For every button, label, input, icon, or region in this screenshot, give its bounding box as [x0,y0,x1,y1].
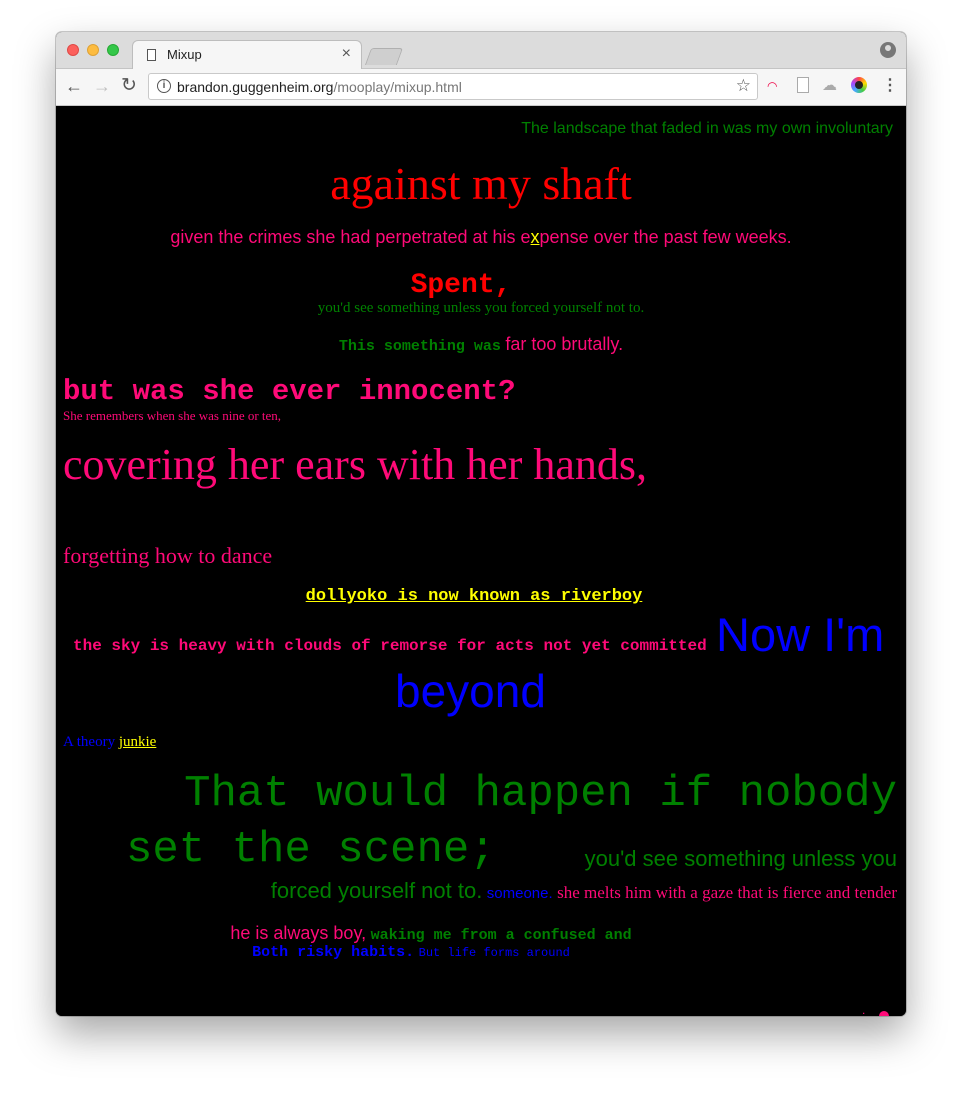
back-button[interactable]: ← [65,76,83,96]
text-risky-habits: Both risky habits. [252,944,415,961]
text-the-sky: the sky is heavy with clouds of remorse … [73,637,707,655]
rainbow-extension-icon[interactable]: ◠ [767,79,778,93]
drive-extension-icon[interactable]: ☁ [822,77,837,94]
link-dollyoko[interactable]: dollyoko is now known as riverboy [305,587,643,606]
url-host: brandon.guggenheim.org [177,79,334,95]
text-waking-me: waking me from a confused and [370,927,632,944]
pink-dot [879,1011,889,1016]
color-wheel-extension-icon[interactable] [851,77,867,93]
text-forced-yourself: forced yourself not to. [270,878,483,903]
browser-window: Mixup × ← → ↻ i brandon.guggenheim.org/m… [56,32,906,1016]
text-now-im: Now I'm [716,608,885,661]
url-text[interactable]: brandon.guggenheim.org/mooplay/mixup.htm… [177,79,462,95]
address-bar[interactable]: i brandon.guggenheim.org/mooplay/mixup.h… [148,73,758,100]
text-youd-see: you'd see something unless you forced yo… [317,300,645,316]
link-x[interactable]: x [530,227,540,247]
text-she-melts: she melts him with a gaze that is fierce… [557,883,897,902]
info-icon[interactable]: i [157,79,171,93]
text-crimes: given the crimes she had perpetrated at … [56,228,906,246]
text-period: . [862,1003,866,1016]
text-beyond: beyond [395,665,546,717]
tab-strip: Mixup × [56,32,906,69]
text-forced-line: forced yourself not to. someone. she mel… [271,880,897,902]
bookmark-star-icon[interactable]: ☆ [735,76,751,95]
browser-toolbar: ← → ↻ i brandon.guggenheim.org/mooplay/m… [56,69,906,106]
text-that-would-happen: That would happen if nobody [184,769,897,819]
minimize-window-button[interactable] [87,44,99,56]
forward-button[interactable]: → [93,76,111,96]
tab-title: Mixup [167,47,202,62]
maximize-window-button[interactable] [107,44,119,56]
close-window-button[interactable] [67,44,79,56]
text-forgetting: forgetting how to dance [63,543,273,568]
text-set-the-scene: set the scene; [126,825,496,875]
tab-close-button[interactable]: × [341,45,351,62]
page-extension-icon[interactable] [797,77,809,93]
text-far-too-brutally: far too brutally. [505,334,624,354]
text-crimes-part2: pense over the past few weeks. [539,227,792,247]
url-path: /mooplay/mixup.html [333,79,462,95]
text-landscape: The landscape that faded in was my own i… [521,120,893,137]
link-junkie[interactable]: junkie [118,734,157,750]
reload-button[interactable]: ↻ [121,75,137,96]
tab-mixup[interactable]: Mixup × [132,40,362,69]
text-always-boy: he is always boy, [230,923,367,943]
document-icon [147,49,156,61]
text-life-forms: But life forms around [418,946,570,960]
text-she-remembers: She remembers when she was nine or ten, [63,408,282,423]
text-innocent: but was she ever innocent? [63,375,516,408]
text-someone: someone. [486,885,553,902]
text-youd-see-2: you'd see something unless you [584,846,897,871]
text-this-something: This something was far too brutally. [56,335,906,354]
new-tab-button[interactable] [364,48,404,65]
text-theory-junkie: A theory junkie [63,735,156,750]
profile-icon[interactable] [880,42,896,58]
text-a-theory: A theory [63,734,116,750]
text-covering-ears: covering her ears with her hands, [63,440,648,489]
menu-icon[interactable]: ⋮ [882,77,898,94]
text-always-boy-line: he is always boy, waking me from a confu… [56,924,806,943]
text-this-something-was: This something was [338,338,501,355]
text-risky-line: Both risky habits. But life forms around [56,944,766,960]
text-crimes-part1: given the crimes she had perpetrated at … [170,227,531,247]
page-content: The landscape that faded in was my own i… [56,106,906,1016]
text-spent: Spent, [410,270,512,301]
text-against-my-shaft: against my shaft [330,158,632,209]
